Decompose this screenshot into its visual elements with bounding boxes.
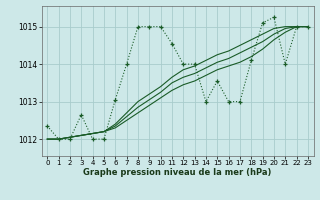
X-axis label: Graphe pression niveau de la mer (hPa): Graphe pression niveau de la mer (hPa) [84, 168, 272, 177]
